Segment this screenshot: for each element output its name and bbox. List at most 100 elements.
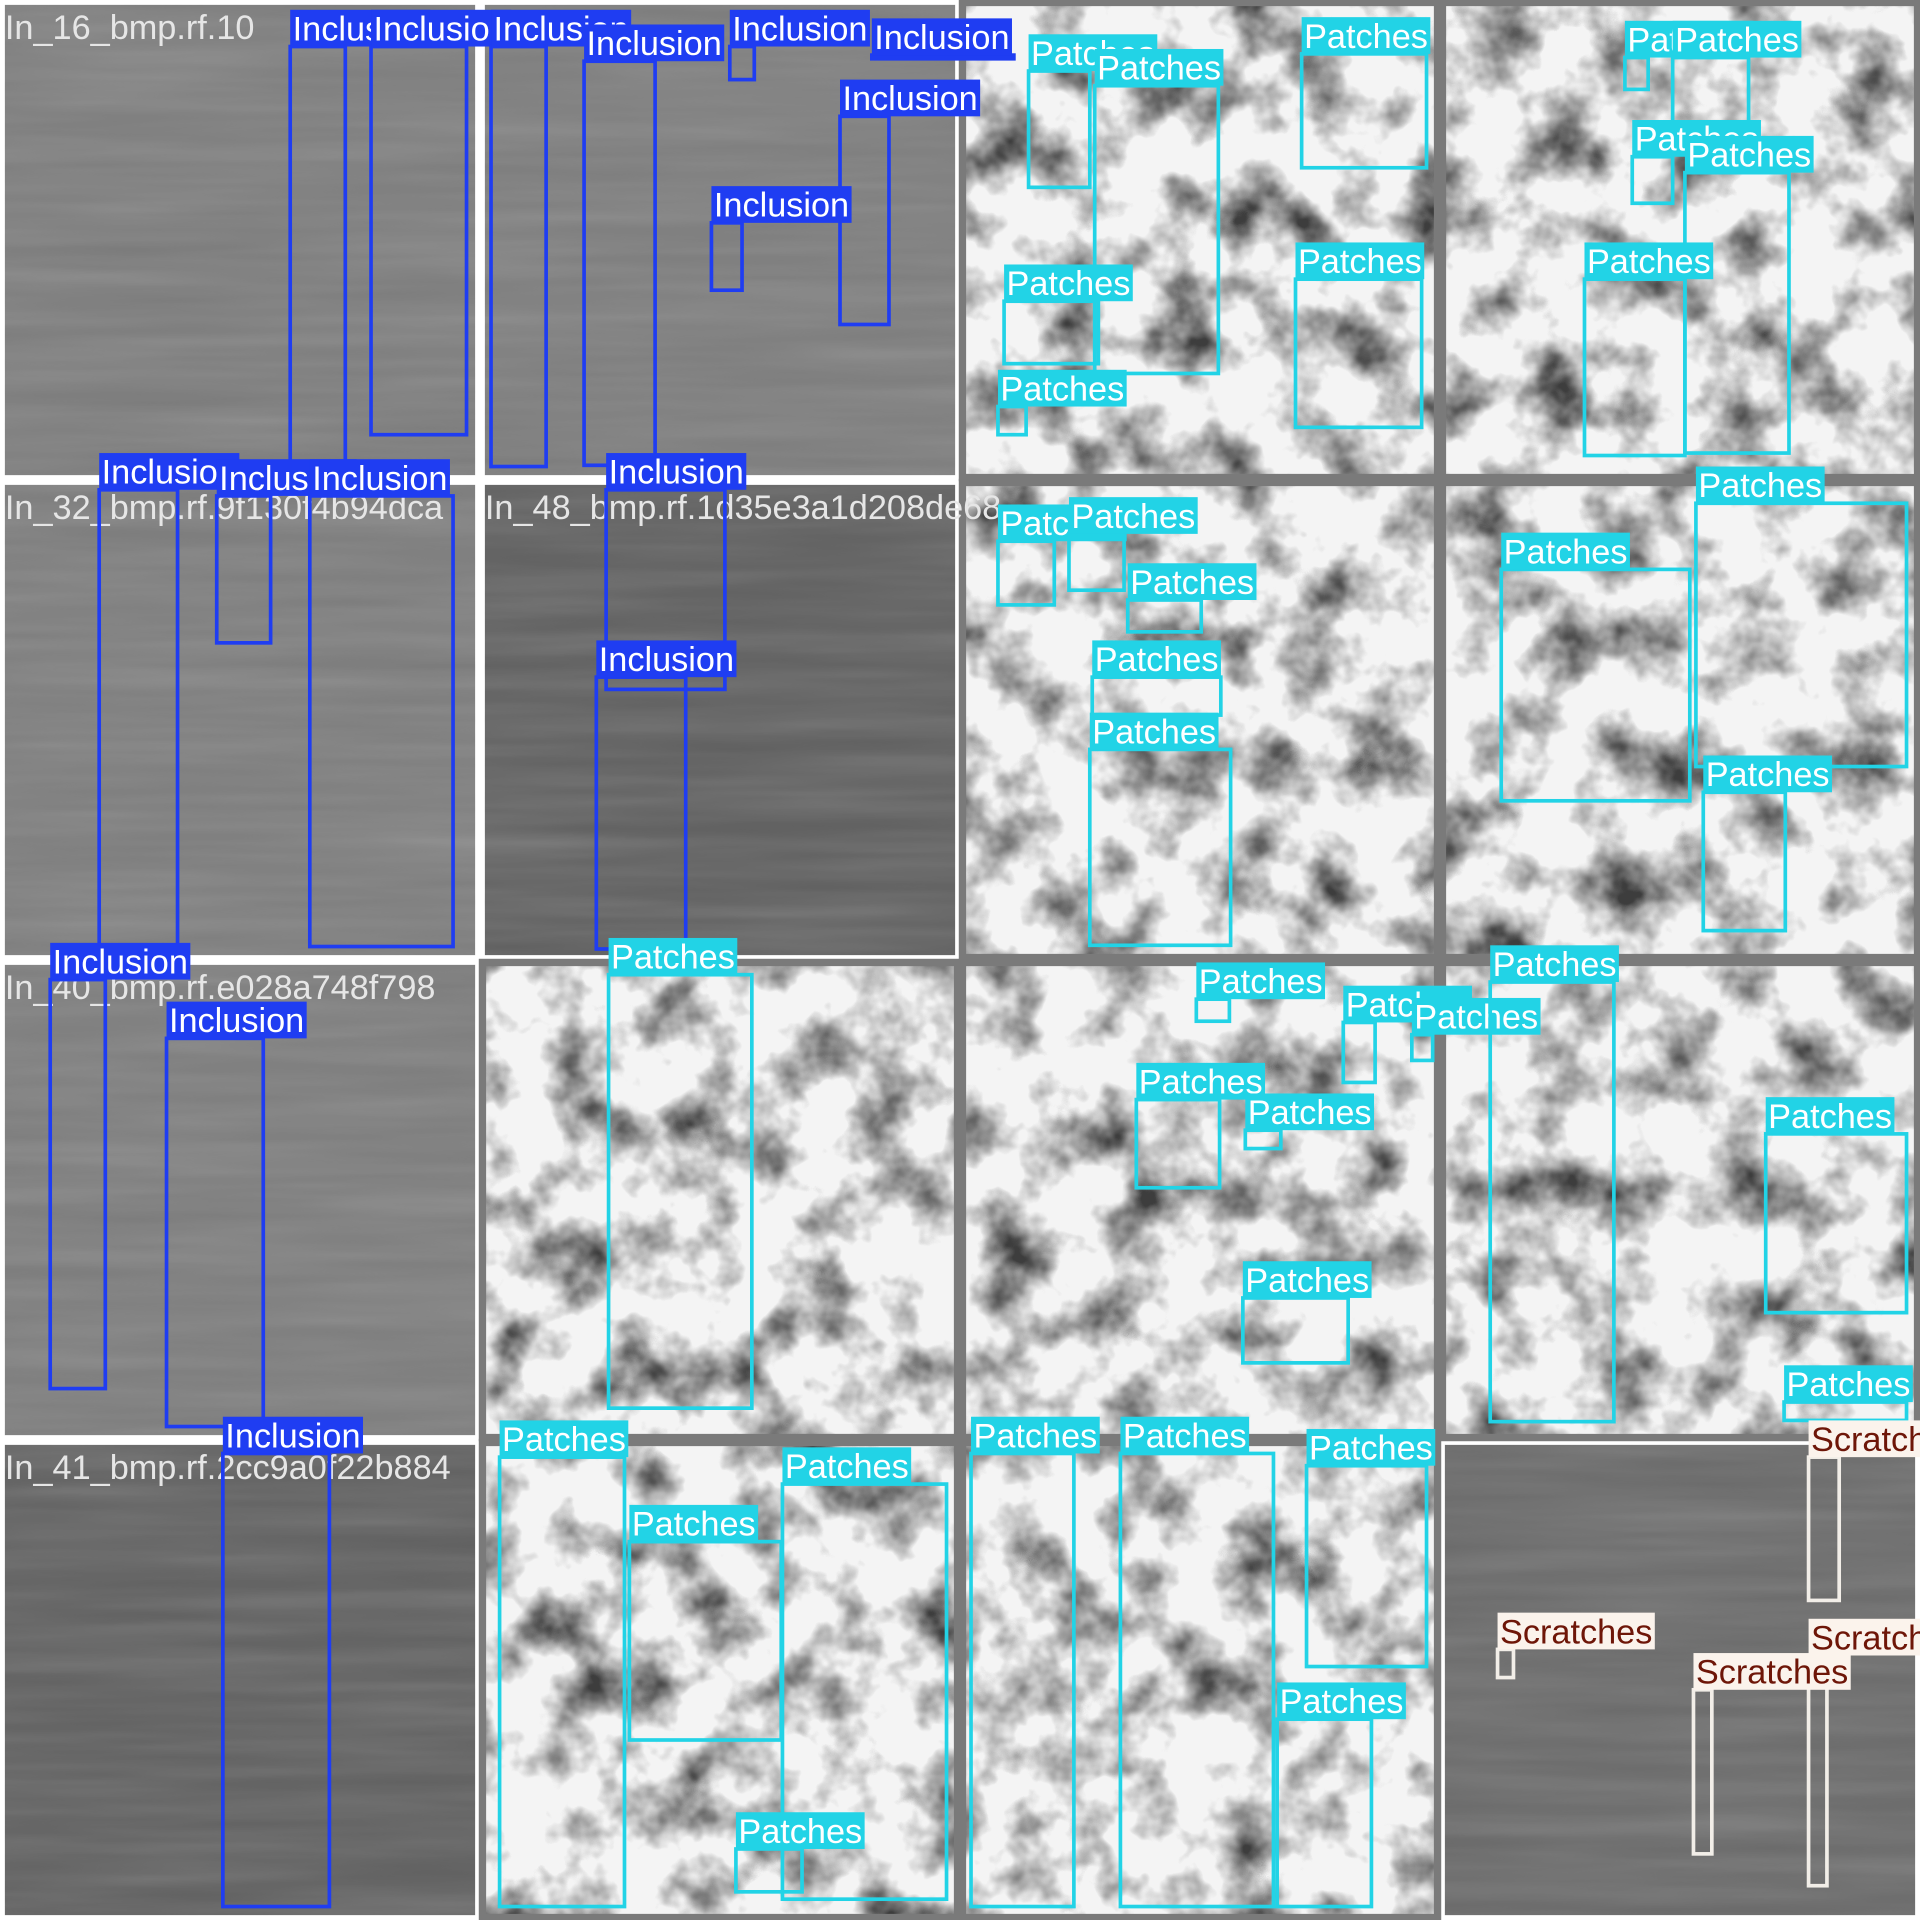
box-label: Inclusion (373, 10, 508, 48)
texture (4, 4, 476, 476)
label-background (1245, 1093, 1375, 1131)
label-background (1242, 1261, 1372, 1298)
texture (4, 964, 476, 1436)
box-label: Inclusion (842, 80, 977, 118)
texture (4, 484, 476, 956)
box-label: Patches (1504, 533, 1628, 571)
label-background (1584, 242, 1714, 280)
label-background (1501, 532, 1630, 570)
label-background (1092, 640, 1221, 678)
label-background (1411, 997, 1541, 1035)
box-label: Patches (1787, 1366, 1911, 1404)
texture (484, 4, 956, 476)
box-label: Patches (502, 1421, 626, 1459)
label-background (1068, 497, 1198, 534)
tile (958, 958, 1442, 1442)
box-label: Patches (1309, 1430, 1433, 1468)
box-label: Patches (1687, 137, 1811, 175)
label-background (1684, 135, 1814, 173)
label-background (222, 1416, 364, 1454)
box-label: Inclusion (102, 454, 237, 492)
tile (958, 478, 1442, 962)
box-label: Patches (1298, 243, 1422, 281)
label-background (166, 1001, 307, 1039)
label-background (735, 1812, 865, 1849)
box-label: Patches (785, 1448, 909, 1486)
tile (484, 484, 956, 956)
label-background (1808, 1618, 1920, 1656)
box-label: Patches (1007, 265, 1131, 303)
box-label: Patches (1130, 564, 1254, 602)
box-label: Patches (1587, 243, 1711, 281)
box-label: Patches (1768, 1098, 1892, 1136)
label-background (1693, 1653, 1851, 1690)
box-label: Inclusion (312, 460, 447, 498)
texture (1444, 964, 1916, 1436)
label-background (1127, 563, 1257, 600)
tile-border (1438, 0, 1920, 482)
box-label: Inclusion (599, 641, 734, 679)
box-label: Patches (1095, 641, 1219, 679)
tile-border (958, 478, 1442, 962)
box-label: Patches (1280, 1683, 1404, 1721)
box-label: Inclusion (53, 943, 188, 981)
box-label: Inclusion (587, 25, 722, 63)
label-background (309, 459, 450, 496)
box-label: Scratches (1500, 1613, 1652, 1651)
label-background (371, 9, 512, 47)
texture (964, 1444, 1436, 1916)
label-background (1703, 755, 1832, 793)
label-background (1094, 48, 1224, 86)
box-label: Patches (1139, 1063, 1263, 1101)
box-label: Scratches (1811, 1619, 1920, 1657)
box-label: Patches (973, 1417, 1097, 1455)
box-label: Patches (1675, 21, 1799, 59)
box-label: Patches (1123, 1417, 1247, 1455)
box-label: Inclusion (609, 454, 744, 492)
tile (4, 964, 476, 1436)
label-background (1784, 1365, 1913, 1403)
box-label: Inclusion (169, 1002, 304, 1040)
filename: In_41_bmp.rf.2cc9a0f22b884 (5, 1449, 451, 1487)
box-label: Patches (632, 1506, 756, 1544)
label-background (1306, 1428, 1436, 1466)
tile-border (1438, 478, 1920, 962)
texture (484, 484, 956, 956)
tile-border (478, 1438, 962, 1920)
texture (964, 964, 1436, 1436)
box-label: Patches (1092, 713, 1216, 751)
label-background (1295, 242, 1425, 280)
box-label: Patches (1199, 963, 1323, 1001)
box-label: Inclusion (874, 19, 1009, 57)
label-background (782, 1447, 912, 1485)
box-label: Scratches (1696, 1654, 1848, 1692)
filename: In_16_bmp.rf.10 (5, 9, 255, 47)
box-label: Patches (1000, 370, 1124, 408)
label-background (596, 640, 737, 678)
label-background (1089, 712, 1219, 750)
label-background (1490, 945, 1619, 983)
label-background (629, 1504, 759, 1542)
tile (4, 1444, 476, 1916)
label-background (1196, 962, 1326, 1000)
tile-border (958, 0, 1442, 482)
label-background (50, 942, 191, 980)
label-background (1497, 1612, 1655, 1650)
tile (4, 484, 476, 956)
label-background (1277, 1682, 1406, 1720)
label-background (608, 937, 738, 975)
bounding-box (1582, 277, 1687, 458)
label-background (499, 1420, 629, 1458)
texture (1444, 4, 1916, 476)
label-background (1672, 20, 1802, 58)
tile (478, 958, 962, 1442)
label-background (1808, 1420, 1920, 1458)
box-label: Patches (738, 1813, 862, 1851)
label-background (1004, 264, 1133, 302)
tile (958, 1438, 1442, 1920)
label-background (1301, 17, 1431, 54)
box-label: Patches (1698, 467, 1822, 505)
label-background (840, 79, 981, 117)
box-label: Patches (1493, 946, 1617, 984)
